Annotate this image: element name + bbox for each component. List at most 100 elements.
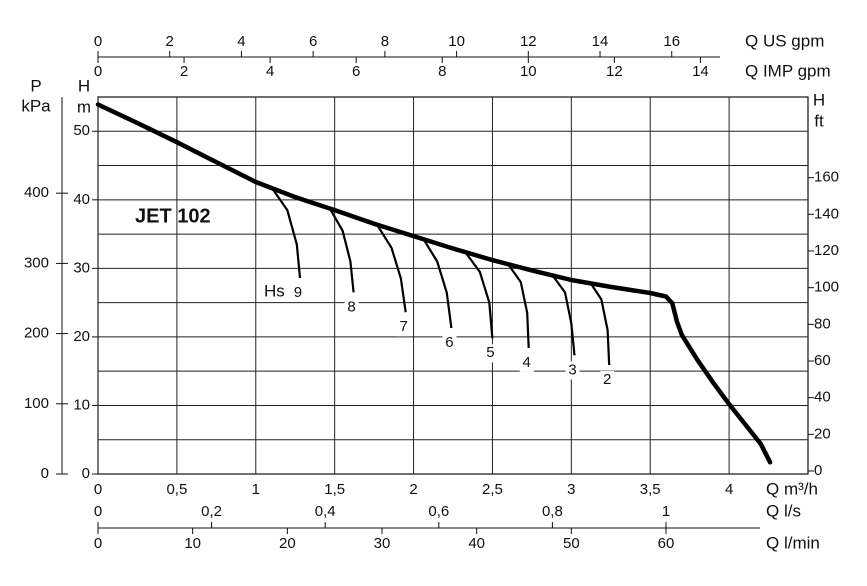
hs-curve: [376, 224, 407, 313]
hs-label-bg: [442, 333, 457, 352]
top-tick-label: 0: [94, 33, 102, 50]
bottom-tick-label: 0: [94, 503, 102, 520]
y-tick-label: 30: [73, 259, 90, 276]
y-tick-label: 0: [82, 465, 90, 482]
hs-curve: [464, 251, 494, 339]
ft-axis-label: H: [813, 90, 825, 109]
hs-curve: [589, 282, 611, 366]
plot-frame: [97, 96, 809, 475]
ft-tick-label: 120: [814, 242, 839, 259]
top-tick-label: 4: [237, 33, 245, 50]
hs-curve: [507, 263, 530, 348]
bottom-tick-label: 20: [279, 535, 296, 552]
ft-tick-label: 140: [814, 205, 839, 222]
bottom-tick-label: 0: [94, 535, 102, 552]
top-tick-label: 4: [266, 63, 274, 80]
x-tick-label: 3: [567, 481, 575, 498]
ft-tick-label: 20: [814, 425, 831, 442]
top-tick-label: 16: [663, 33, 680, 50]
p-tick-label: 0: [41, 465, 49, 482]
p-tick-label: 400: [24, 184, 49, 201]
bottom-tick-label: 0,6: [428, 503, 449, 520]
hs-label-bg: [565, 361, 580, 380]
hs-curve: [328, 208, 355, 293]
top-tick-label: 6: [309, 33, 317, 50]
hs-label-bg: [483, 344, 498, 363]
x-tick-label: 0,5: [166, 481, 187, 498]
ft-axis-unit: ft: [814, 111, 824, 130]
p-tick-label: 100: [24, 395, 49, 412]
bottom-tick-label: 40: [468, 535, 485, 552]
ft-tick-label: 80: [814, 315, 831, 332]
x-axis-label: Q m³/h: [766, 479, 818, 498]
ft-tick-label: 160: [814, 169, 839, 186]
hs-curve: [551, 274, 576, 356]
hs-label-bg: [344, 298, 359, 317]
top-tick-label: 8: [438, 63, 446, 80]
top-tick-label: 2: [166, 33, 174, 50]
bottom-tick-label: 30: [374, 535, 391, 552]
x-tick-label: 3,5: [640, 481, 661, 498]
hs-label: 2: [603, 371, 611, 388]
bottom-tick-label: 1: [662, 503, 670, 520]
top-tick-label: 12: [520, 33, 537, 50]
top-tick-label: 14: [592, 33, 609, 50]
top-axis-label: Q IMP gpm: [745, 61, 831, 80]
ft-tick-label: 100: [814, 279, 839, 296]
x-tick-label: 4: [725, 481, 733, 498]
bottom-tick-label: 0,4: [315, 503, 336, 520]
hs-label-bg: [396, 318, 411, 337]
bottom-tick-label: 0,8: [542, 503, 563, 520]
top-tick-label: 14: [692, 63, 709, 80]
hs-label: 8: [347, 298, 355, 315]
p-axis-label: P: [30, 76, 41, 95]
top-tick-label: 12: [606, 63, 623, 80]
y-axis-label: H: [78, 76, 90, 95]
y-tick-label: 40: [73, 191, 90, 208]
p-axis-unit: kPa: [21, 96, 51, 115]
hs-label: 5: [486, 344, 494, 361]
hs-title: Hs: [264, 281, 285, 300]
bottom-tick-label: 60: [658, 535, 675, 552]
p-tick-label: 300: [24, 254, 49, 271]
x-tick-label: 1,5: [324, 481, 345, 498]
bottom-axis-label: Q l/min: [766, 533, 820, 552]
hs-label-bg: [290, 283, 305, 302]
hs-label-bg: [600, 371, 615, 390]
hs-label: 6: [445, 334, 453, 351]
bottom-tick-label: 50: [563, 535, 580, 552]
ft-tick-label: 60: [814, 352, 831, 369]
bottom-tick-label: 10: [184, 535, 201, 552]
x-tick-label: 2,5: [482, 481, 503, 498]
top-axis-label: Q US gpm: [745, 31, 824, 50]
ft-tick-label: 40: [814, 389, 831, 406]
hs-curve: [423, 240, 453, 329]
hs-label: 7: [399, 318, 407, 335]
hs-label: 9: [294, 284, 302, 301]
y-tick-label: 50: [73, 122, 90, 139]
top-tick-label: 8: [381, 33, 389, 50]
x-tick-label: 1: [252, 481, 260, 498]
chart-title: JET 102: [135, 205, 211, 227]
pump-curve: [95, 102, 773, 465]
top-tick-label: 10: [520, 63, 537, 80]
bottom-tick-label: 0,2: [201, 503, 222, 520]
hs-label: 4: [523, 354, 531, 371]
top-tick-label: 2: [180, 63, 188, 80]
top-tick-label: 0: [94, 63, 102, 80]
x-tick-label: 0: [94, 481, 102, 498]
hs-label: 3: [568, 361, 576, 378]
ft-tick-label: 0: [814, 462, 822, 479]
y-tick-label: 20: [73, 328, 90, 345]
y-axis-unit: m: [77, 97, 91, 116]
bottom-axis-label: Q l/s: [766, 501, 801, 520]
y-tick-label: 10: [73, 396, 90, 413]
x-tick-label: 2: [409, 481, 417, 498]
top-tick-label: 10: [448, 33, 465, 50]
top-tick-label: 6: [352, 63, 360, 80]
p-tick-label: 200: [24, 325, 49, 342]
hs-curve: [270, 186, 302, 279]
hs-label-bg: [519, 353, 534, 372]
